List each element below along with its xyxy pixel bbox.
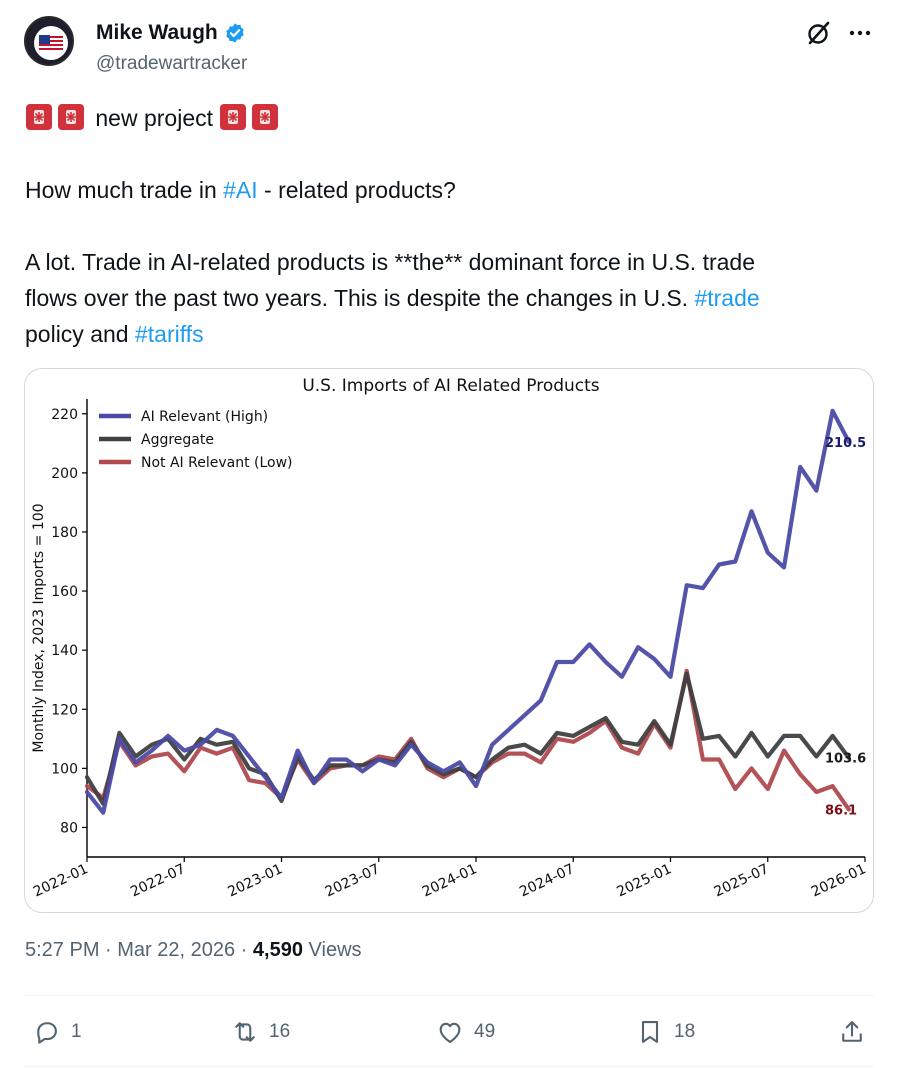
verified-badge-icon <box>226 23 244 43</box>
end-value-label: 103.6 <box>825 752 866 767</box>
y-tick-label: 120 <box>51 702 78 718</box>
like-count: 49 <box>474 1021 496 1042</box>
hashtag-tariffs-link[interactable]: #tariffs <box>134 321 204 347</box>
author-handle[interactable]: @tradewartracker <box>96 53 248 74</box>
share-button[interactable] <box>838 1014 876 1050</box>
y-tick-label: 180 <box>51 525 78 541</box>
tweet-line-2: How much trade in #AI - related products… <box>25 172 865 208</box>
tweet-line-4-start: flows over the past two years. This is d… <box>25 285 695 311</box>
heart-icon <box>439 1022 461 1043</box>
views-label: Views <box>302 939 362 961</box>
tweet-line-5: policy and #tariffs <box>25 316 865 352</box>
tweet-meta: 5:27 PM · Mar 22, 2026 · 4,590 Views <box>25 939 362 962</box>
y-tick-label: 100 <box>51 761 78 777</box>
legend-label: Not AI Relevant (Low) <box>141 455 293 471</box>
divider <box>24 995 874 996</box>
tweet-line-3: A lot. Trade in AI-related products is *… <box>25 249 756 275</box>
reply-button[interactable]: 1 <box>33 1014 82 1050</box>
x-tick-label: 2022-07 <box>128 861 188 900</box>
tweet-line-4: flows over the past two years. This is d… <box>25 280 865 316</box>
chart-image[interactable]: U.S. Imports of AI Related Products 80 100… <box>24 368 874 913</box>
bookmark-icon <box>641 1021 659 1043</box>
x-tick-label: 2022-01 <box>31 861 91 900</box>
tweet-time[interactable]: 5:27 PM <box>25 939 100 961</box>
views-count: 4,590 <box>252 939 303 961</box>
reply-icon <box>37 1022 57 1044</box>
y-tick-label: 160 <box>51 584 78 600</box>
y-axis-label: Monthly Index, 2023 Imports = 100 <box>31 503 47 752</box>
repost-count: 16 <box>269 1021 291 1042</box>
y-tick-label: 220 <box>51 407 78 423</box>
blank-line <box>25 208 865 244</box>
y-tick-label: 200 <box>51 466 78 482</box>
line-chart: U.S. Imports of AI Related Products 80 100… <box>31 376 869 900</box>
meta-separator: · <box>99 939 118 961</box>
end-value-label: 86.1 <box>825 803 857 818</box>
meta-separator: · <box>235 939 253 961</box>
repost-button[interactable]: 16 <box>231 1014 290 1050</box>
repost-icon <box>235 1022 255 1042</box>
divider <box>24 1066 874 1067</box>
more-options-icon[interactable] <box>846 20 874 46</box>
hashtag-ai-link[interactable]: #AI <box>223 177 258 203</box>
author-name[interactable]: Mike Waugh <box>96 21 218 44</box>
y-tick-label: 140 <box>51 643 78 659</box>
chart-title: U.S. Imports of AI Related Products <box>302 376 599 396</box>
tweet-line-5-start: policy and <box>25 321 135 347</box>
avatar-logo-icon <box>27 19 72 64</box>
siren-icon <box>220 104 247 130</box>
x-tick-label: 2025-01 <box>614 861 674 900</box>
legend-label: Aggregate <box>141 432 214 448</box>
tweet-line-1-text: new project <box>95 105 214 131</box>
tweet-line-1: new project <box>25 100 865 136</box>
grok-icon[interactable] <box>806 20 832 46</box>
y-tick-label: 80 <box>60 820 78 836</box>
tweet-line-2-end: - related products? <box>257 177 456 203</box>
x-tick-label: 2025-07 <box>712 861 772 900</box>
siren-icon <box>252 104 279 130</box>
series-line <box>84 408 851 815</box>
x-tick-label: 2023-07 <box>323 861 383 900</box>
share-icon <box>842 1021 862 1042</box>
end-value-label: 210.5 <box>825 436 866 451</box>
x-tick-label: 2023-01 <box>225 861 285 900</box>
bookmark-button[interactable]: 18 <box>636 1014 695 1050</box>
x-tick-label: 2024-01 <box>420 861 480 900</box>
avatar[interactable] <box>24 16 74 66</box>
blank-line <box>25 136 865 172</box>
tweet-date[interactable]: Mar 22, 2026 <box>117 939 236 961</box>
reply-count: 1 <box>71 1021 82 1042</box>
bookmark-count: 18 <box>674 1021 696 1042</box>
siren-icon <box>26 104 52 130</box>
siren-icon <box>58 104 84 130</box>
tweet-line-2-start: How much trade in <box>25 177 224 203</box>
x-tick-label: 2026-01 <box>809 861 869 900</box>
tweet-text: new project How much trade in #AI - rela… <box>25 100 865 352</box>
like-button[interactable]: 49 <box>436 1014 495 1050</box>
x-tick-label: 2024-07 <box>517 861 577 900</box>
legend-label: AI Relevant (High) <box>141 409 268 425</box>
hashtag-trade-link[interactable]: #trade <box>694 285 760 311</box>
